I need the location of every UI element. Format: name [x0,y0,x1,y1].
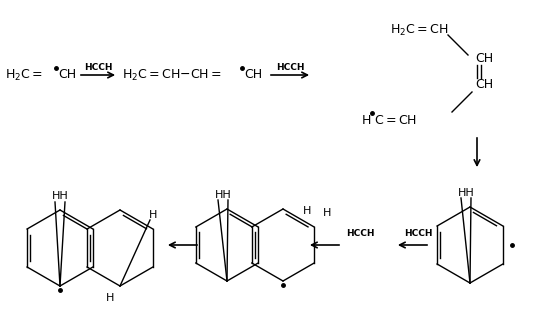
Text: HCCH: HCCH [346,228,374,238]
Text: CH: CH [475,79,493,91]
Text: HH: HH [215,190,232,200]
Text: HH: HH [458,188,474,198]
Text: H$_2$C$=$CH$-$CH$=$: H$_2$C$=$CH$-$CH$=$ [122,67,222,83]
Text: HCCH: HCCH [84,63,112,71]
Text: HH: HH [52,191,68,201]
Text: CH: CH [244,69,262,81]
Text: H: H [303,206,311,216]
Text: HCCH: HCCH [404,228,432,238]
Text: CH: CH [58,69,76,81]
Text: H: H [323,208,331,218]
Text: C$=$CH: C$=$CH [374,114,417,126]
Text: H: H [149,210,157,220]
Text: H$_2$C$=$: H$_2$C$=$ [5,67,43,83]
Text: H: H [106,293,114,303]
Text: HCCH: HCCH [276,63,304,71]
Text: CH: CH [475,52,493,64]
Text: H: H [362,114,371,126]
Text: H$_2$C$=$CH: H$_2$C$=$CH [390,23,449,38]
